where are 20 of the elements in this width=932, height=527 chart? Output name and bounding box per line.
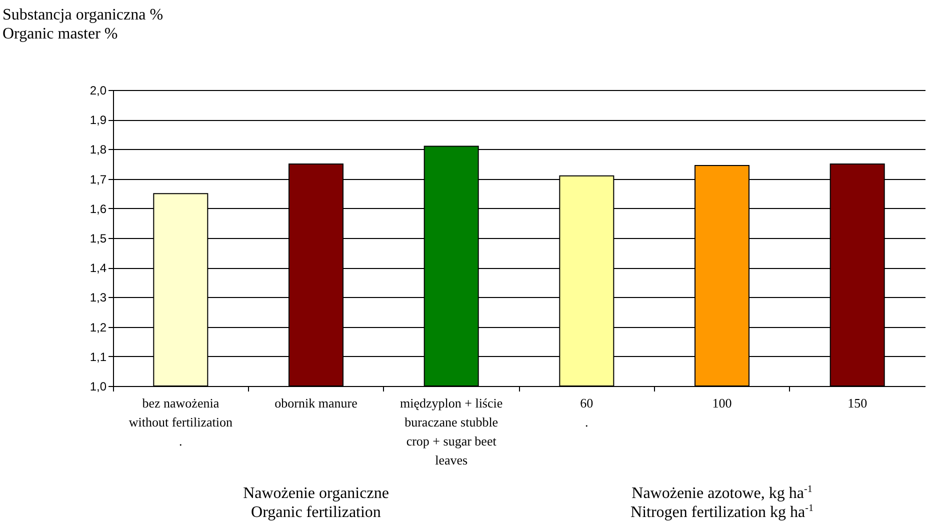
x-tick-label: 60 . [580,396,594,430]
y-tick-label: 1,7 [90,172,107,186]
y-tick-label: 1,3 [90,290,107,305]
y-tick-label: 1,2 [90,320,107,334]
x-tick-label: bez nawożenia without fertilization . [128,396,233,448]
y-tick-label: 1,1 [90,350,107,364]
y-tick-label: 1,9 [90,113,107,128]
x-tick-label: międzyplon + liście buraczane stubble crop + sugar beet leaves [400,396,503,468]
y-axis-title: Substancja organiczna % Organic master % [2,6,164,42]
x-tick-label: obornik manure [274,396,358,410]
y-tick-label: 1,5 [90,232,107,246]
text: Nawożenie azotowe, kg ha$^{-1}$ Nitrogen fertilization kg ha$^{-1}$ [630,484,814,522]
y-tick-label: 2,0 [90,84,107,98]
x-tick-label: 100 [712,396,732,410]
y-tick-label: 1,4 [90,261,107,276]
y-tick-label: 1,6 [90,202,107,216]
y-tick-label: 1,8 [90,142,107,157]
x-tick-label: 150 [848,396,868,410]
text: Nawożenie organiczne Organic fertilization [243,484,389,522]
y-tick-label: 1,0 [90,380,107,394]
